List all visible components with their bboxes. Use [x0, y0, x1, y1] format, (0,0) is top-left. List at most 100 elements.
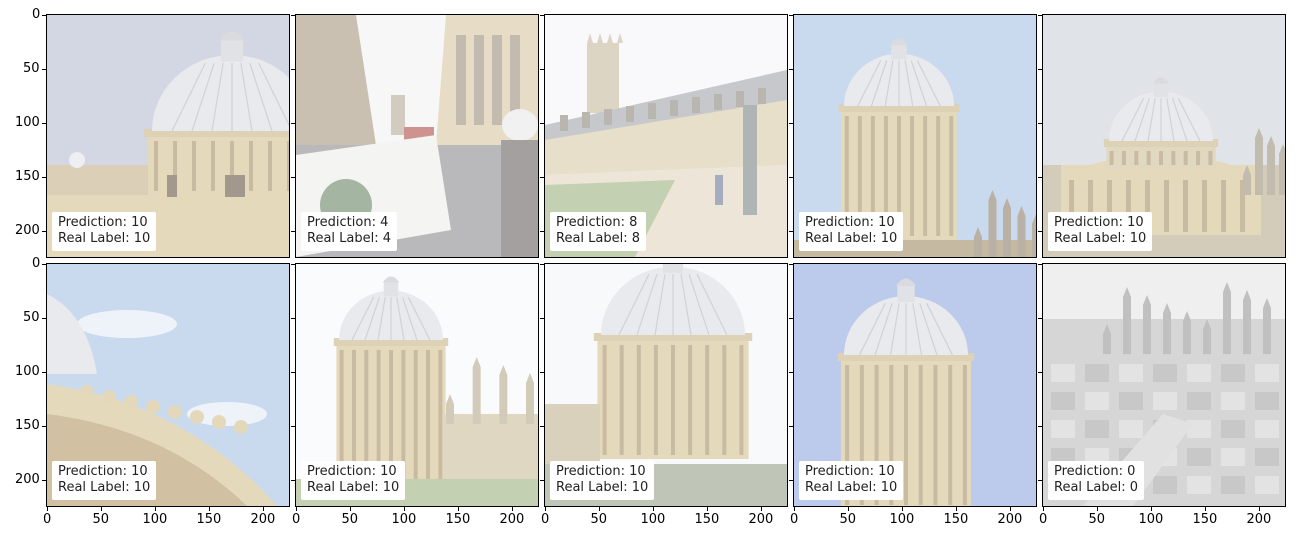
- real-label-text: Real Label: 10: [1054, 231, 1147, 246]
- x-tick-label: 200: [1246, 512, 1272, 527]
- x-tick-mark: [1010, 507, 1011, 511]
- prediction-text: Prediction: 10: [307, 464, 397, 479]
- x-tick-label: 200: [499, 512, 525, 527]
- prediction-text: Prediction: 4: [307, 215, 389, 230]
- x-tick-label: 150: [445, 512, 471, 527]
- x-tick-label: 100: [391, 512, 417, 527]
- y-tick-mark: [42, 15, 46, 16]
- prediction-text: Prediction: 10: [805, 464, 895, 479]
- y-tick-label: 50: [23, 61, 40, 76]
- y-tick-mark: [540, 123, 544, 124]
- y-tick-mark: [291, 177, 295, 178]
- x-tick-mark: [1043, 507, 1044, 511]
- y-tick-mark: [42, 264, 46, 265]
- y-tick-mark: [789, 318, 793, 319]
- x-tick-label: 0: [790, 512, 799, 527]
- x-tick-mark: [1151, 507, 1152, 511]
- x-tick-label: 50: [1088, 512, 1106, 527]
- x-tick-label: 100: [142, 512, 168, 527]
- y-tick-mark: [291, 426, 295, 427]
- label-box: Prediction: 0 Real Label: 0: [1048, 461, 1145, 500]
- label-box: Prediction: 10 Real Label: 10: [301, 461, 406, 500]
- y-tick-label: 100: [15, 115, 40, 130]
- x-tick-label: 50: [590, 512, 608, 527]
- y-tick-mark: [42, 177, 46, 178]
- y-tick-mark: [540, 264, 544, 265]
- y-tick-mark: [540, 231, 544, 232]
- real-label-text: Real Label: 10: [805, 480, 898, 495]
- x-tick-label: 150: [694, 512, 720, 527]
- image-panel: Prediction: 10 Real Label: 10: [793, 14, 1037, 258]
- x-tick-mark: [209, 507, 210, 511]
- y-tick-mark: [540, 318, 544, 319]
- label-box: Prediction: 10 Real Label: 10: [1048, 212, 1153, 251]
- x-tick-mark: [848, 507, 849, 511]
- x-tick-label: 100: [1138, 512, 1164, 527]
- x-tick-mark: [761, 507, 762, 511]
- x-tick-mark: [653, 507, 654, 511]
- label-box: Prediction: 10 Real Label: 10: [52, 212, 157, 251]
- y-tick-mark: [291, 318, 295, 319]
- real-label-text: Real Label: 10: [58, 231, 151, 246]
- y-tick-mark: [789, 426, 793, 427]
- x-tick-label: 50: [839, 512, 857, 527]
- x-tick-label: 50: [92, 512, 110, 527]
- x-tick-mark: [956, 507, 957, 511]
- image-panel: Prediction: 10 Real Label: 10: [295, 263, 539, 507]
- real-label-text: Real Label: 4: [307, 231, 392, 246]
- y-tick-mark: [1038, 480, 1042, 481]
- real-label-text: Real Label: 0: [1054, 480, 1139, 495]
- label-box: Prediction: 10 Real Label: 10: [52, 461, 157, 500]
- y-tick-mark: [42, 480, 46, 481]
- image-panel: Prediction: 8 Real Label: 8: [544, 14, 788, 258]
- x-tick-mark: [794, 507, 795, 511]
- real-label-text: Real Label: 10: [556, 480, 649, 495]
- x-tick-mark: [1205, 507, 1206, 511]
- y-tick-mark: [1038, 15, 1042, 16]
- image-panel: Prediction: 10 Real Label: 10: [544, 263, 788, 507]
- x-tick-mark: [350, 507, 351, 511]
- y-tick-mark: [291, 231, 295, 232]
- y-tick-mark: [1038, 372, 1042, 373]
- x-tick-mark: [1097, 507, 1098, 511]
- photo-city-aerial-gray: [1043, 264, 1285, 506]
- y-tick-mark: [540, 15, 544, 16]
- y-tick-mark: [789, 177, 793, 178]
- x-tick-mark: [545, 507, 546, 511]
- image-panel: Prediction: 10 Real Label: 10: [46, 14, 290, 258]
- y-tick-mark: [789, 480, 793, 481]
- y-tick-mark: [1038, 318, 1042, 319]
- x-tick-mark: [512, 507, 513, 511]
- real-label-text: Real Label: 10: [805, 231, 898, 246]
- photo-dome-close-sky: [47, 15, 289, 257]
- prediction-text: Prediction: 10: [1054, 215, 1144, 230]
- x-tick-label: 100: [889, 512, 915, 527]
- x-tick-label: 50: [341, 512, 359, 527]
- label-box: Prediction: 10 Real Label: 10: [799, 461, 904, 500]
- prediction-text: Prediction: 10: [805, 215, 895, 230]
- label-box: Prediction: 8 Real Label: 8: [550, 212, 647, 251]
- label-box: Prediction: 10 Real Label: 10: [799, 212, 904, 251]
- x-tick-mark: [296, 507, 297, 511]
- x-tick-label: 150: [1192, 512, 1218, 527]
- prediction-text: Prediction: 10: [58, 215, 148, 230]
- y-tick-mark: [540, 426, 544, 427]
- x-tick-label: 0: [1039, 512, 1048, 527]
- y-tick-mark: [540, 177, 544, 178]
- y-tick-mark: [42, 69, 46, 70]
- photo-rotunda-deepblue: [794, 264, 1036, 506]
- x-tick-label: 100: [640, 512, 666, 527]
- x-tick-mark: [263, 507, 264, 511]
- x-tick-mark: [458, 507, 459, 511]
- y-tick-mark: [42, 231, 46, 232]
- x-tick-mark: [707, 507, 708, 511]
- prediction-text: Prediction: 8: [556, 215, 638, 230]
- y-tick-label: 150: [15, 418, 40, 433]
- y-tick-mark: [291, 123, 295, 124]
- y-tick-label: 50: [23, 310, 40, 325]
- y-tick-mark: [1038, 123, 1042, 124]
- real-label-text: Real Label: 10: [58, 480, 151, 495]
- label-box: Prediction: 10 Real Label: 10: [550, 461, 655, 500]
- y-tick-label: 150: [15, 169, 40, 184]
